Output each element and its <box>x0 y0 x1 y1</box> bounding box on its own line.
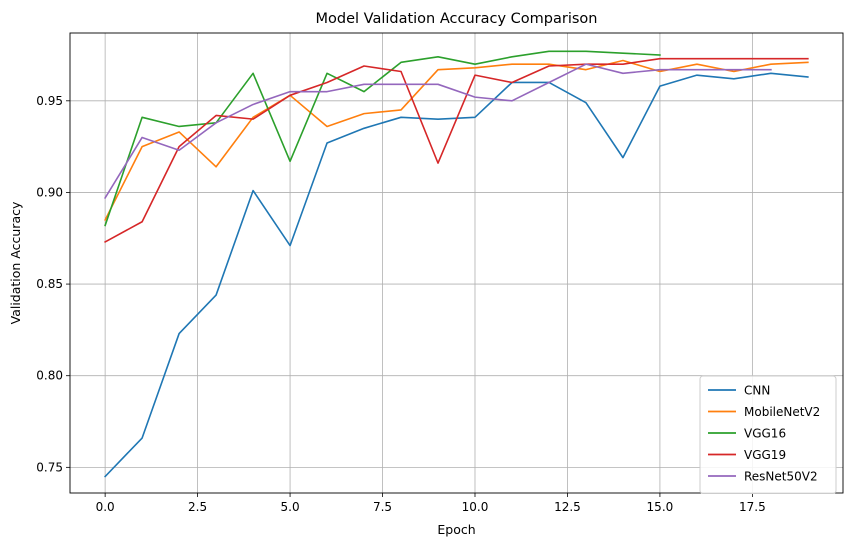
series-line-vgg19 <box>104 57 809 244</box>
x-tick-label: 2.5 <box>188 500 207 514</box>
legend-label: CNN <box>744 384 770 398</box>
y-tick-label: 0.75 <box>36 460 63 474</box>
y-tick-label: 0.95 <box>36 94 63 108</box>
x-tick-label: 7.5 <box>373 500 392 514</box>
x-tick-label: 10.0 <box>462 500 489 514</box>
x-tick-label: 15.0 <box>647 500 674 514</box>
x-tick-label: 5.0 <box>281 500 300 514</box>
x-tick-label: 12.5 <box>554 500 581 514</box>
series-line-vgg16 <box>104 50 661 227</box>
legend-box <box>699 375 837 494</box>
chart-title: Model Validation Accuracy Comparison <box>316 11 598 27</box>
x-axis-label: Epoch <box>437 522 475 537</box>
series-line-resnet50v2 <box>104 63 772 200</box>
y-tick-label: 0.90 <box>36 185 63 199</box>
series-lines <box>104 50 809 478</box>
legend: CNN MobileNetV2 VGG16 VGG19 ResNet50V2 <box>699 375 837 494</box>
x-tick-label: 17.5 <box>739 500 766 514</box>
y-tick-label: 0.85 <box>36 277 63 291</box>
legend-label: MobileNetV2 <box>744 405 820 419</box>
series-line-mobilenetv2 <box>104 59 809 222</box>
y-tick-label: 0.80 <box>36 369 63 383</box>
x-tick-label: 0.0 <box>96 500 115 514</box>
axis-ticks: 0.0 2.5 5.0 7.5 10.0 12.5 15.0 17.5 0.75 0.80 0.85… <box>36 94 765 514</box>
y-axis-label: Validation Accuracy <box>8 201 23 324</box>
plot-frame <box>69 32 844 494</box>
legend-label: ResNet50V2 <box>744 470 818 484</box>
legend-label: VGG19 <box>744 448 786 462</box>
legend-label: VGG16 <box>744 427 786 441</box>
